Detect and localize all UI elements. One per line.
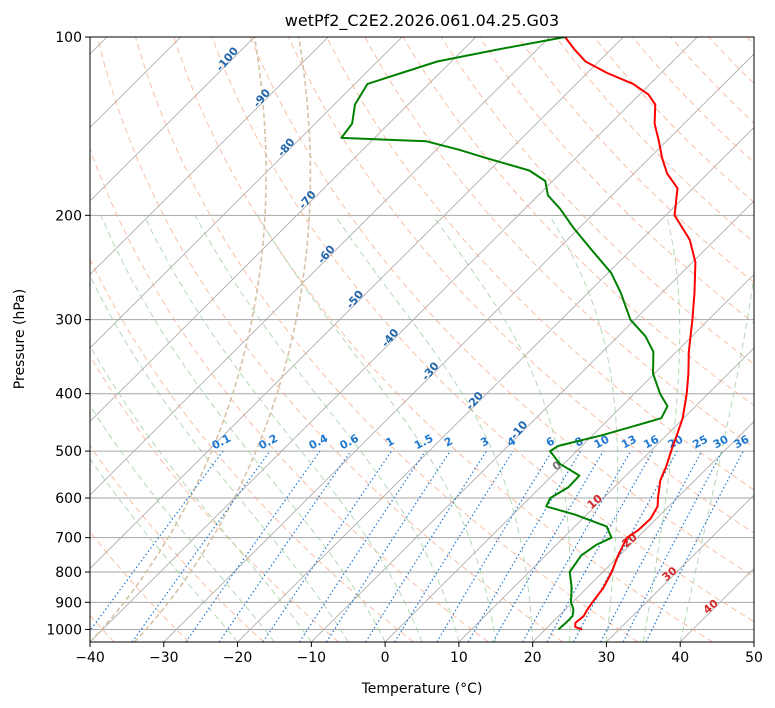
isotherm-line — [458, 347, 754, 642]
background-lines — [90, 37, 754, 642]
y-tick-label: 600 — [55, 491, 82, 507]
isotherm-line — [90, 37, 477, 423]
dewpoint-profile-line — [340, 37, 669, 631]
isotherm-line — [532, 420, 754, 642]
plot-frame — [89, 36, 755, 643]
moist-adiabat-line — [549, 215, 619, 642]
dry-adiabat-line — [517, 37, 754, 284]
x-axis: −40 −30 −20 −10 0 10 20 30 40 50 — [75, 642, 763, 666]
isotherm-line — [90, 37, 550, 496]
mixing-ratio-label: 20 — [666, 433, 686, 452]
dry-adiabat-line — [173, 37, 713, 642]
y-tick-label: 300 — [55, 313, 82, 329]
mixing-ratio-line — [131, 450, 271, 642]
x-tick-label: 30 — [598, 650, 616, 666]
mixing-ratio-label: 13 — [619, 433, 639, 452]
moist-adiabat-line — [194, 215, 460, 642]
dry-adiabat-line — [96, 37, 564, 642]
mixing-ratio-line — [394, 450, 514, 642]
dry-adiabat-line — [478, 37, 754, 324]
mixing-ratio-label: 16 — [641, 433, 661, 452]
dry-adiabat-line — [90, 445, 265, 642]
chart-title: wetPf2_C2E2.2026.061.04.25.G03 — [285, 11, 559, 31]
y-tick-label: 700 — [55, 531, 82, 547]
x-tick-label: −10 — [297, 650, 327, 666]
mixing-ratio-line — [600, 450, 703, 642]
y-tick-label: 200 — [55, 208, 82, 224]
mixing-ratio-label: 36 — [732, 433, 752, 452]
moist-adiabat-line — [143, 215, 423, 642]
mixing-ratio-line — [645, 450, 744, 642]
mixing-ratio-line — [185, 450, 321, 642]
x-tick-label: 0 — [381, 650, 390, 666]
mixing-ratio-line — [262, 450, 393, 642]
moist-adiabat-line — [334, 215, 534, 642]
x-tick-label: −20 — [223, 650, 253, 666]
y-tick-label: 800 — [55, 565, 82, 581]
x-tick-label: 10 — [450, 650, 468, 666]
mixing-ratio-line — [522, 450, 632, 642]
dry-adiabat-line — [211, 37, 754, 623]
ice-saturation-line — [133, 37, 312, 642]
moist-adiabat-line — [90, 404, 275, 642]
dry-adiabat-line — [90, 355, 339, 642]
mixing-ratio-line — [365, 450, 487, 642]
x-tick-label: 50 — [745, 650, 763, 666]
mixing-ratio-line — [436, 450, 553, 642]
moist-adiabat-line — [432, 215, 571, 642]
isotherm-line — [90, 37, 329, 275]
isotherm-line — [90, 37, 624, 570]
isotherm-line — [384, 273, 754, 642]
moist-adiabat-line — [100, 215, 386, 642]
x-tick-label: 20 — [524, 650, 542, 666]
mixing-ratio-line — [546, 450, 654, 642]
temperature-profile-line — [564, 37, 697, 631]
dry-adiabat-line — [90, 258, 414, 642]
isotherm-line — [90, 37, 255, 202]
y-tick-label: 500 — [55, 444, 82, 460]
dry-adiabat-line — [135, 37, 639, 642]
x-tick-label: −40 — [75, 650, 105, 666]
ice-saturation-line — [90, 37, 267, 642]
isotherm-line — [237, 126, 754, 642]
mixing-ratio-line — [218, 450, 352, 642]
dry-adiabat-line — [326, 37, 754, 491]
x-tick-label: 40 — [671, 650, 689, 666]
y-axis: 100 200 300 400 500 600 700 800 900 1000 — [46, 30, 90, 638]
dry-adiabat-line — [287, 37, 754, 534]
sounding-profiles — [340, 37, 697, 631]
dry-adiabat-line — [249, 37, 754, 578]
moist-adiabat-line — [90, 344, 312, 642]
isotherm-line — [163, 53, 754, 642]
mixing-ratio-line — [90, 450, 224, 632]
mixing-ratio-label: 25 — [690, 433, 710, 452]
x-axis-label: Temperature (°C) — [361, 681, 483, 697]
isotherm-line — [606, 494, 754, 642]
y-tick-label: 900 — [55, 595, 82, 611]
mixing-ratio-label: 30 — [711, 433, 731, 452]
moist-adiabat-line — [90, 457, 238, 642]
y-tick-label: 400 — [55, 387, 82, 403]
x-tick-label: −30 — [149, 650, 179, 666]
moist-adiabat-line — [642, 215, 681, 642]
mixing-ratio-line — [325, 450, 451, 642]
mixing-ratio-line — [299, 450, 426, 642]
y-tick-label: 1000 — [46, 622, 82, 638]
y-tick-label: 100 — [55, 30, 82, 46]
y-axis-label: Pressure (hPa) — [12, 289, 28, 389]
moist-adiabat-line — [679, 272, 754, 642]
isotherm-line — [90, 37, 403, 349]
